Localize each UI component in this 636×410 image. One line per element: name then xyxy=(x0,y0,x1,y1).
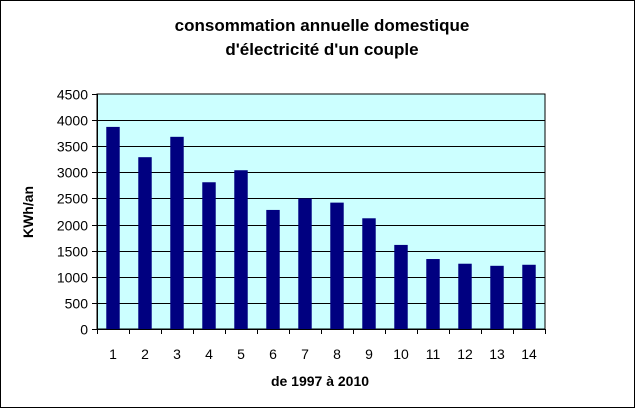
x-tick-label: 3 xyxy=(173,346,181,362)
bar xyxy=(522,264,536,329)
x-tick-label: 13 xyxy=(489,346,505,362)
y-tick-label: 2000 xyxy=(57,218,88,234)
x-tick-label: 4 xyxy=(205,346,213,362)
x-tick-labels: 1 2 3 4 5 6 7 8 9 10 11 12 13 14 xyxy=(109,346,537,362)
y-tick-label: 1000 xyxy=(57,270,88,286)
bar xyxy=(394,244,408,329)
x-tick-label: 1 xyxy=(109,346,117,362)
x-tick-label: 14 xyxy=(521,346,537,362)
x-tick-label: 7 xyxy=(301,346,309,362)
x-tick-label: 10 xyxy=(393,346,409,362)
chart-title-line2: d'électricité d'un couple xyxy=(225,40,418,59)
bar xyxy=(170,136,184,329)
bar xyxy=(426,259,440,329)
plot-area xyxy=(96,93,546,330)
bars xyxy=(106,126,536,330)
bar xyxy=(298,198,312,329)
x-tick-label: 2 xyxy=(141,346,149,362)
y-tick-label: 1500 xyxy=(57,244,88,260)
bar xyxy=(362,218,376,329)
y-tick-label: 3500 xyxy=(57,139,88,155)
x-tick-label: 11 xyxy=(426,346,441,362)
x-tick-label: 5 xyxy=(237,346,245,362)
bar xyxy=(202,182,216,329)
chart-title-line1: consommation annuelle domestique xyxy=(175,16,470,35)
bar xyxy=(458,263,472,329)
x-tick-label: 6 xyxy=(269,346,277,362)
bar xyxy=(266,209,280,329)
y-tick-label: 0 xyxy=(80,322,88,338)
bar xyxy=(138,157,152,329)
y-tick-label: 3000 xyxy=(57,165,88,181)
bar xyxy=(106,126,120,330)
y-tick-label: 4000 xyxy=(57,113,88,129)
x-tick-label: 12 xyxy=(457,346,473,362)
bar xyxy=(330,202,344,329)
bar xyxy=(490,265,504,329)
x-tick-label: 8 xyxy=(333,346,341,362)
x-tick-label: 9 xyxy=(365,346,373,362)
x-axis-label: de 1997 à 2010 xyxy=(271,373,369,389)
y-tick-label: 4500 xyxy=(57,87,88,103)
y-tick-label: 2500 xyxy=(57,191,88,207)
y-axis-label: KWh/an xyxy=(20,186,36,238)
y-tick-labels: 0 500 1000 1500 2000 2500 3000 3500 4000 4500 xyxy=(57,87,88,338)
bar xyxy=(234,170,248,329)
axes xyxy=(92,94,546,334)
y-tick-label: 500 xyxy=(65,296,89,312)
